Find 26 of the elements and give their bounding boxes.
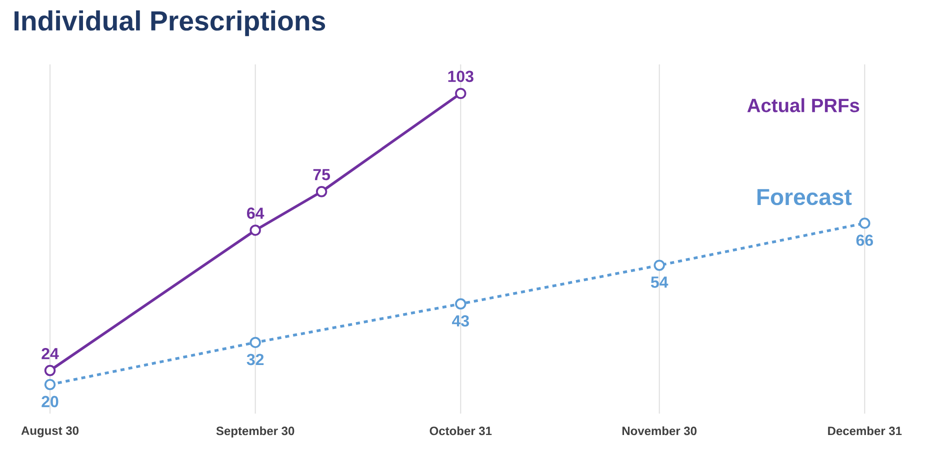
point: [859, 218, 870, 229]
series-label: Forecast: [757, 189, 852, 206]
point: [316, 186, 328, 198]
text: Actual PRFs: [747, 98, 860, 112]
point: [250, 336, 261, 348]
point: [455, 88, 466, 100]
x-tick-label: August 30: [21, 426, 79, 438]
point: [455, 298, 466, 310]
x-tick-label: October 31: [430, 426, 492, 436]
data-label: 75: [313, 169, 330, 180]
x-tick-label: November 30: [622, 426, 697, 436]
point: [44, 378, 56, 390]
data-label: 66: [856, 234, 873, 246]
data-label: 43: [452, 315, 469, 327]
data-label: 24: [42, 348, 59, 360]
x-tick-label: September 30: [216, 426, 294, 438]
data-label: 64: [247, 208, 264, 219]
chart-title: Individual Prescriptions: [14, 10, 326, 36]
point: [654, 260, 665, 271]
x-tick-label: December 31: [828, 426, 902, 436]
point: [44, 364, 56, 376]
data-label: 32: [246, 354, 264, 366]
point: [250, 224, 261, 236]
data-label: 54: [650, 276, 668, 288]
data-label: 103: [448, 70, 474, 82]
data-label: 20: [42, 396, 58, 408]
